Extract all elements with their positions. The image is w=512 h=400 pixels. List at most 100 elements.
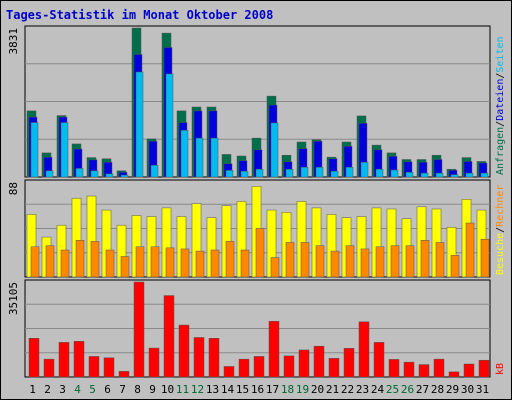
top-bar-seiten-day-11 (180, 130, 189, 178)
top-bar-seiten-day-26 (405, 172, 414, 178)
middle-bar-rechner-day-3 (60, 249, 70, 278)
bottom-bar-kb-day-2 (43, 358, 55, 378)
middle-bar-rechner-day-4 (75, 240, 85, 278)
bottom-bar-kb-day-18 (283, 355, 295, 378)
middle-bar-rechner-day-6 (105, 249, 115, 278)
top-legend-item-1: / (495, 121, 506, 127)
top-bar-seiten-day-8 (135, 71, 144, 178)
x-tick-label-day-24: 24 (371, 383, 385, 396)
middle-legend: Besuche/Rechner (495, 185, 506, 275)
bottom-bar-kb-day-25 (388, 359, 400, 378)
bottom-bar-kb-day-13 (208, 338, 220, 378)
middle-bar-rechner-day-13 (210, 249, 220, 278)
bottom-bar-kb-day-17 (268, 321, 280, 378)
bottom-bar-kb-day-19 (298, 349, 310, 378)
x-tick-label-day-7: 7 (119, 383, 126, 396)
top-bar-seiten-day-21 (330, 170, 339, 178)
bottom-ymax-label: 35105 (7, 282, 20, 315)
bottom-bar-kb-day-24 (373, 342, 385, 378)
bottom-bar-kb-day-14 (223, 366, 235, 378)
middle-bar-rechner-day-22 (345, 245, 355, 278)
top-bar-seiten-day-12 (195, 137, 204, 178)
bottom-bar-kb-day-27 (418, 364, 430, 378)
top-bar-seiten-day-28 (435, 172, 444, 178)
bottom-bar-kb-day-21 (328, 358, 340, 378)
top-bar-seiten-day-25 (390, 169, 399, 178)
x-tick-label-day-2: 2 (44, 383, 51, 396)
middle-bar-rechner-day-18 (285, 242, 295, 278)
bottom-bar-kb-day-5 (88, 356, 100, 378)
x-tick-label-day-19: 19 (296, 383, 309, 396)
middle-panel: 88 Besuche/Rechner (7, 179, 506, 278)
middle-bar-rechner-day-26 (405, 245, 415, 278)
middle-bar-rechner-day-29 (450, 255, 460, 278)
middle-bar-rechner-day-20 (315, 245, 325, 278)
top-bar-seiten-day-13 (210, 137, 219, 178)
x-tick-label-day-21: 21 (326, 383, 339, 396)
x-tick-label-day-25: 25 (386, 383, 399, 396)
top-bar-seiten-day-10 (165, 73, 174, 178)
middle-bar-rechner-day-27 (420, 240, 430, 278)
top-bar-seiten-day-3 (60, 122, 69, 178)
x-tick-label-day-23: 23 (356, 383, 369, 396)
top-bar-seiten-day-16 (255, 168, 264, 178)
x-tick-label-day-22: 22 (341, 383, 354, 396)
x-tick-label-day-17: 17 (266, 383, 279, 396)
top-legend: Anfragen/Dateien/Seiten (495, 36, 506, 175)
middle-bar-rechner-day-23 (360, 248, 370, 278)
bottom-legend-item-0: kB (495, 363, 506, 375)
top-bar-seiten-day-18 (285, 168, 294, 178)
middle-bar-rechner-day-30 (465, 222, 475, 278)
bottom-bar-kb-day-1 (28, 338, 40, 378)
middle-bar-rechner-day-1 (30, 246, 40, 278)
top-legend-item-3: / (495, 73, 506, 79)
bottom-panel: 35105 kB (7, 279, 506, 378)
middle-legend-item-1: / (495, 227, 506, 233)
bottom-legend: kB (495, 363, 506, 375)
middle-bar-rechner-day-17 (270, 257, 280, 278)
bottom-bar-kb-day-10 (163, 295, 175, 378)
top-legend-item-0: Anfragen (495, 127, 506, 175)
top-bar-seiten-day-22 (345, 167, 354, 178)
top-bar-seiten-day-14 (225, 170, 234, 178)
x-tick-label-day-11: 11 (176, 383, 189, 396)
top-bar-seiten-day-1 (30, 122, 39, 178)
x-tick-label-day-8: 8 (134, 383, 141, 396)
x-tick-label-day-10: 10 (161, 383, 174, 396)
x-tick-label-day-14: 14 (221, 383, 235, 396)
bottom-bar-kb-day-8 (133, 281, 145, 378)
middle-bar-rechner-day-14 (225, 241, 235, 278)
x-tick-label-day-29: 29 (446, 383, 459, 396)
top-legend-item-4: Seiten (495, 36, 506, 72)
bottom-bar-kb-day-23 (358, 321, 370, 378)
middle-ymax-label: 88 (7, 182, 20, 195)
x-tick-label-day-30: 30 (461, 383, 474, 396)
bottom-bar-kb-day-29 (448, 371, 460, 378)
middle-bar-rechner-day-15 (240, 249, 250, 278)
bottom-bar-kb-day-11 (178, 324, 190, 378)
bottom-bar-kb-day-16 (253, 356, 265, 378)
middle-bar-rechner-day-31 (480, 238, 490, 278)
bottom-bar-kb-day-30 (463, 363, 475, 378)
bottom-bar-kb-day-12 (193, 337, 205, 378)
top-bar-seiten-day-7 (120, 174, 129, 178)
bottom-bar-kb-day-28 (433, 358, 445, 378)
middle-bar-rechner-day-12 (195, 250, 205, 278)
middle-bar-rechner-day-11 (180, 248, 190, 278)
x-tick-label-day-1: 1 (29, 383, 36, 396)
top-bar-seiten-day-30 (465, 172, 474, 178)
x-tick-label-day-20: 20 (311, 383, 324, 396)
x-tick-label-day-12: 12 (191, 383, 204, 396)
bottom-bar-kb-day-22 (343, 348, 355, 378)
bottom-bar-kb-day-7 (118, 371, 130, 378)
top-bar-seiten-day-29 (450, 174, 459, 178)
top-bar-seiten-day-5 (90, 170, 99, 178)
middle-bar-rechner-day-9 (150, 246, 160, 278)
x-tick-label-day-9: 9 (149, 383, 156, 396)
x-tick-label-day-4: 4 (74, 383, 81, 396)
middle-bar-rechner-day-2 (45, 245, 55, 278)
x-tick-label-day-13: 13 (206, 383, 219, 396)
